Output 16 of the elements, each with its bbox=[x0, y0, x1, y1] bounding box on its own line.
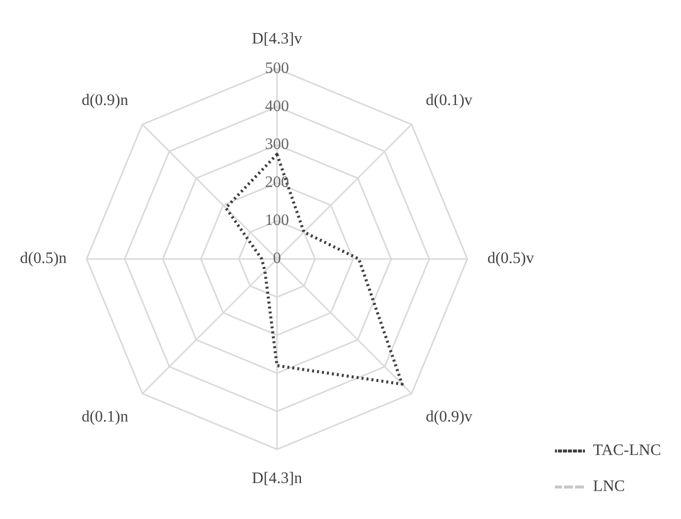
spoke-label: D[4.3]v bbox=[252, 30, 302, 48]
y-tick-label: 200 bbox=[265, 174, 289, 192]
spoke-label: d(0.5)n bbox=[20, 250, 67, 268]
legend-label: LNC bbox=[592, 478, 625, 496]
y-tick-label: 400 bbox=[265, 98, 289, 115]
spoke-label: D[4.3]n bbox=[252, 470, 302, 488]
y-tick-label: 300 bbox=[265, 136, 289, 153]
y-tick-label: 0 bbox=[273, 250, 281, 268]
spoke-label: d(0.9)v bbox=[426, 408, 472, 426]
spoke-label: d(0.1)v bbox=[426, 92, 472, 109]
spoke-label: d(0.5)v bbox=[487, 250, 534, 268]
spoke-label: d(0.1)n bbox=[82, 408, 128, 426]
y-tick-label: 100 bbox=[265, 212, 289, 230]
y-tick-label: 500 bbox=[265, 60, 289, 77]
legend-label: TAC-LNC bbox=[592, 442, 661, 460]
spoke-label: d(0.9)n bbox=[82, 92, 128, 109]
